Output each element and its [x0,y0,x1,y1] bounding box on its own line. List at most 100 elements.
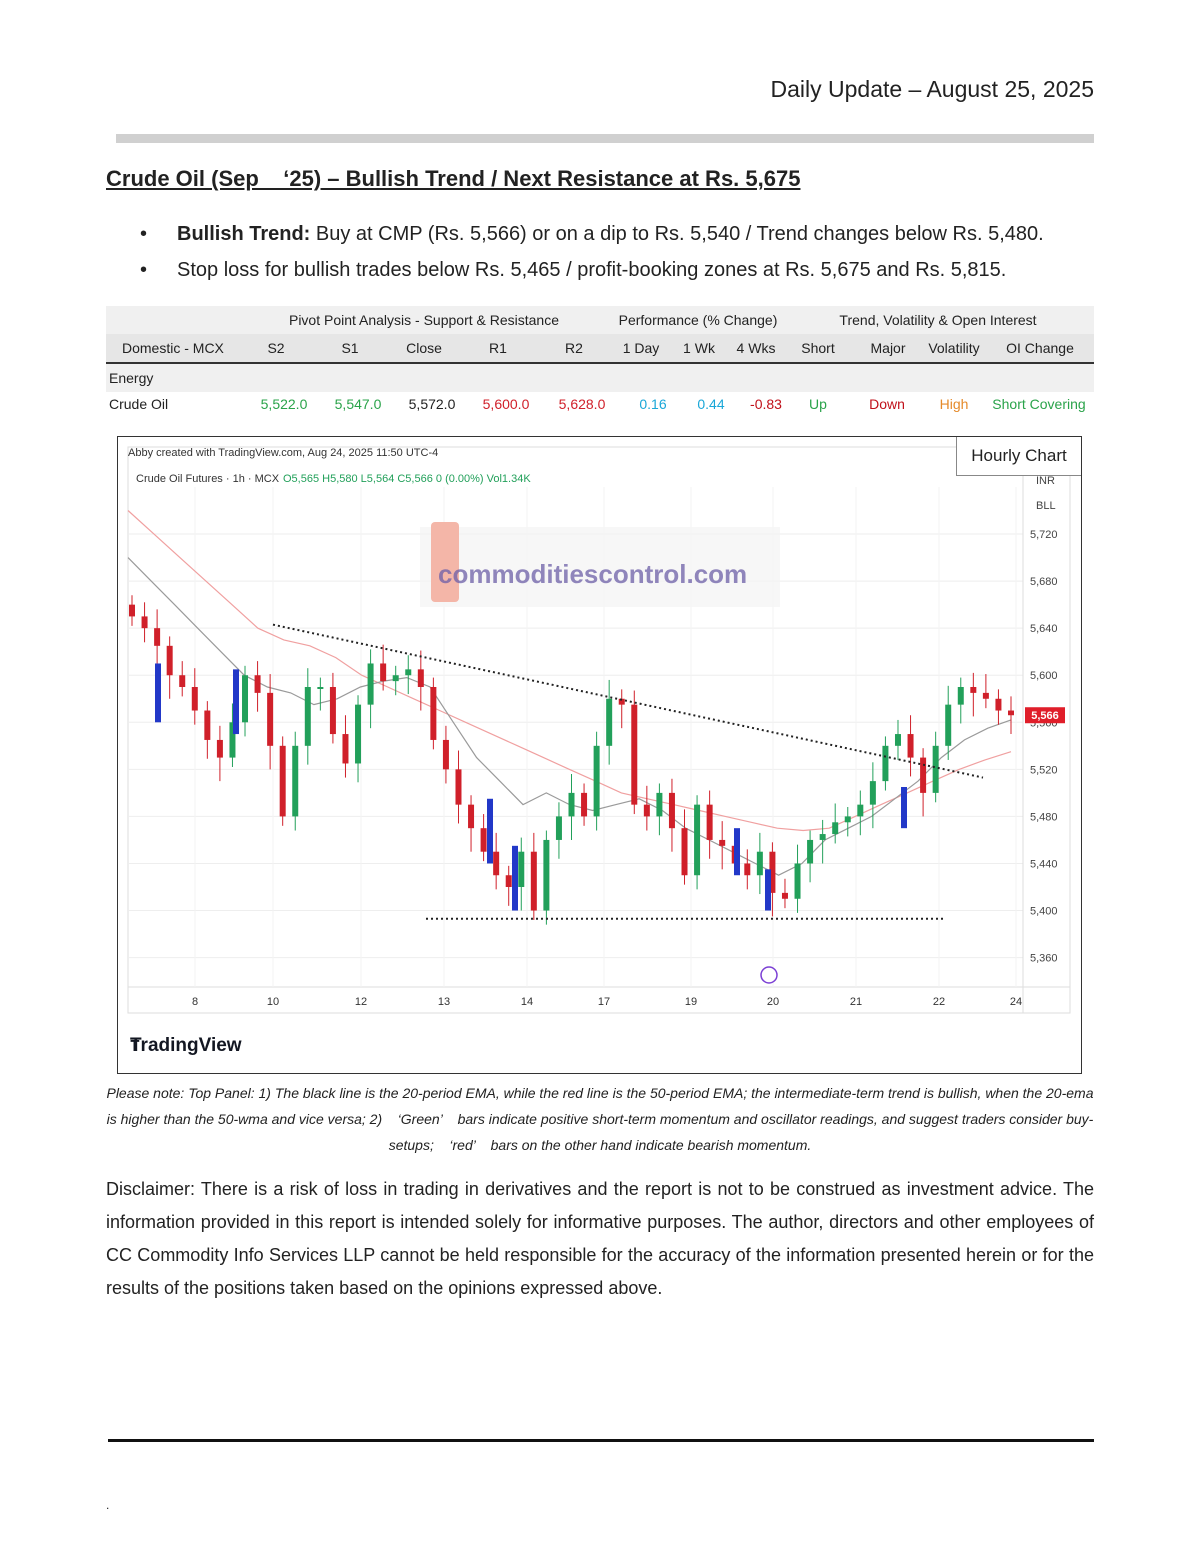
y-tick-label: 5,440 [1030,858,1058,870]
col-header: S2 [267,340,285,356]
candle-body [769,851,776,893]
report-title: Crude Oil (Sep ‘25) – Bullish Trend / Ne… [106,166,801,191]
candle-body [719,839,726,846]
candle-body [487,798,493,864]
y-tick-label: 5,400 [1030,906,1058,918]
ema50-line [127,510,1012,832]
x-tick-label: 19 [685,996,697,1008]
candle-body [468,804,475,829]
candle-body [857,804,864,817]
candle-body [694,804,701,876]
col-header: 1 Wk [683,340,715,356]
cell-4wks: -0.83 [750,396,782,412]
candle-body [970,687,977,693]
candle-body [292,745,299,817]
candle-body [304,687,311,746]
x-tick-label: 17 [598,996,610,1008]
candle-body [355,704,362,764]
group-performance: Performance (% Change) [618,312,778,328]
watermark-backdrop [420,527,780,607]
candle-body [945,704,952,746]
bullet-text: Buy at CMP (Rs. 5,566) or on a dip to Rs… [310,223,1044,245]
x-tick-label: 14 [521,996,533,1008]
candle-body [166,645,173,676]
candle-body [229,722,236,758]
candle-body [417,669,424,687]
cell-instrument: Crude Oil [109,396,169,412]
x-tick-label: 12 [355,996,367,1008]
x-tick-label: 24 [1010,996,1022,1008]
candle-body [734,828,740,876]
y-tick-label: 5,480 [1030,811,1058,823]
candle-body [819,834,826,840]
candle-body [518,851,525,887]
tradingview-logo-icon: ᴛ [130,1034,144,1056]
chart-canvas: 5,3605,4005,4405,4805,5205,5605,6005,640… [127,446,1071,1056]
report-date: Daily Update – August 25, 2025 [770,76,1094,102]
candle-body [765,869,771,911]
candle-body [869,781,876,805]
candle-body [555,816,562,840]
candle-body [706,804,713,840]
candle-body [392,675,399,682]
candle-body [405,669,412,676]
candle-body [367,663,374,705]
bll-label: BLL [1036,500,1056,512]
last-price-marker [1025,707,1065,724]
chart-inner-frame [127,446,1071,1014]
candle-body [191,687,198,711]
candle-body [995,698,1002,711]
candle-body [593,745,600,817]
resistance-trendline [272,623,984,779]
candle-body [756,851,763,876]
hourly-chart: 5,360 5,400 5,440 5,480 5,520 5,560 5,600 5,640… [117,436,1082,1074]
candle-body [920,757,927,793]
chart-note: Please note: Top Panel: 1) The black lin… [106,1085,1098,1153]
candle-body [568,792,575,817]
bullet-icon: • [140,259,148,281]
chart-ohlc: O5,565 H5,580 L5,564 C5,566 0 (0.00%) Vo… [283,473,531,485]
candle-body [794,863,801,899]
col-header: S1 [341,340,359,356]
col-header: R1 [489,340,507,356]
candle-body [279,745,286,817]
candle-body [668,792,675,829]
candle-body [832,822,839,835]
cell-major: Down [869,396,905,412]
table-row: Crude Oil 5,522.0 5,547.0 5,572.0 5,600.… [106,390,1094,418]
table-section-row: Energy [106,364,1094,392]
y-tick-label: 5,360 [1030,953,1058,965]
group-trend: Trend, Volatility & Open Interest [839,312,1037,328]
candle-body [442,739,449,770]
cell-short: Up [809,396,827,412]
chart-credit: Abby created with TradingView.com, Aug 2… [128,447,438,459]
candle-body [606,698,613,746]
candle-body [631,704,638,805]
y-tick-label: 5,520 [1030,764,1058,776]
candle-body [141,616,148,629]
candle-body [317,687,324,689]
y-tick-label: 5,720 [1030,529,1058,541]
cell-r1: 5,600.0 [482,396,530,412]
candle-body [744,863,751,876]
candle-body [216,739,223,758]
candle-body [957,687,964,705]
x-tick-label: 20 [767,996,779,1008]
cell-oi-change: Short Covering [992,396,1086,412]
candle-body [643,804,650,817]
candle-body [901,787,907,829]
col-header: Major [870,340,906,356]
candle-body [1008,710,1014,716]
cell-1wk: 0.44 [697,396,725,412]
candle-body [882,745,889,782]
currency-label: INR [1036,475,1055,487]
candle-body [543,839,550,911]
candle-body [254,675,261,693]
candle-body [581,792,588,817]
event-marker-icon [760,966,778,984]
col-header: OI Change [1006,340,1074,356]
candle-body [932,745,939,793]
footer-dot: . [106,1498,110,1512]
col-header: R2 [565,340,583,356]
candle-body [656,792,663,817]
